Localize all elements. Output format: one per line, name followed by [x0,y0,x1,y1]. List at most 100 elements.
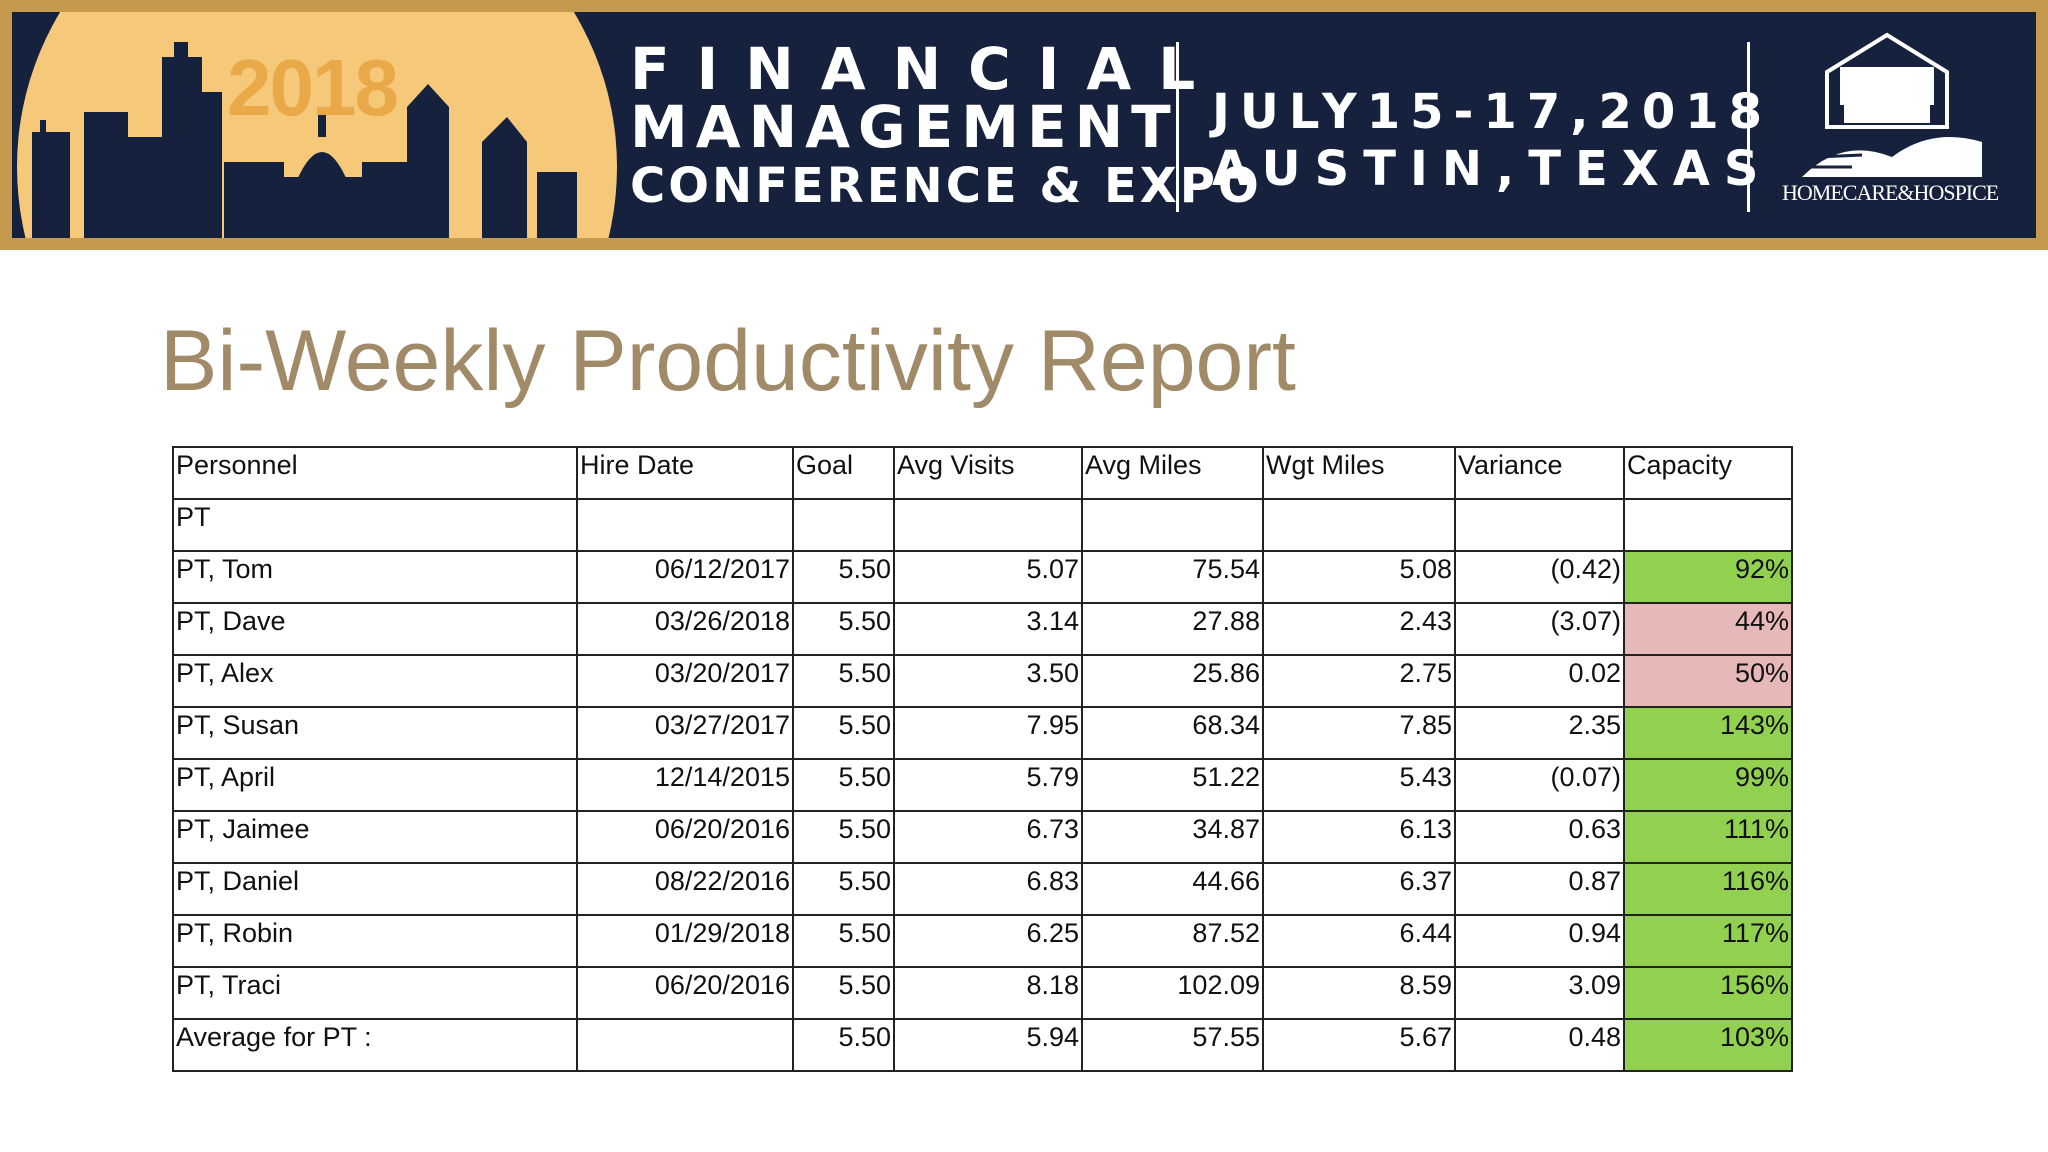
table-row: PT, April 12/14/2015 5.50 5.79 51.22 5.43 (0.0… [172,758,1793,812]
page-title: Bi-Weekly Productivity Report [160,313,1296,409]
group-label: PT [172,498,578,552]
capacity-cell: 92% [1623,550,1793,604]
table-row: PT, Traci 06/20/2016 5.50 8.18 102.09 8.59 3.0… [172,966,1793,1020]
header-personnel: Personnel [172,446,578,500]
conference-date: JULY15-17,2018 AUSTIN,TEXAS [1212,84,1772,197]
table-row: PT, Daniel 08/22/2016 5.50 6.83 44.66 6.37 0.8… [172,862,1793,916]
variance-cell: (0.42) [1454,550,1625,604]
goal-cell: 5.50 [792,758,895,812]
goal-cell: 5.50 [792,654,895,708]
hire-date-cell: 03/27/2017 [576,706,794,760]
hire-date-cell [576,1018,794,1072]
avg-miles-cell: 68.34 [1081,706,1264,760]
avg-visits-cell: 6.25 [893,914,1083,968]
goal-cell: 5.50 [792,1018,895,1072]
table-cell [1081,498,1264,552]
wgt-miles-cell: 6.44 [1262,914,1456,968]
capacity-cell: 99% [1623,758,1793,812]
capacity-cell: 143% [1623,706,1793,760]
avg-miles-cell: 87.52 [1081,914,1264,968]
banner-divider [1747,42,1750,212]
goal-cell: 5.50 [792,706,895,760]
avg-visits-cell: 5.94 [893,1018,1083,1072]
skyline-buildings [32,42,577,238]
wgt-miles-cell: 2.75 [1262,654,1456,708]
avg-miles-cell: 75.54 [1081,550,1264,604]
productivity-table: Personnel Hire Date Goal Avg Visits Avg … [172,446,1793,1072]
avg-miles-cell: 34.87 [1081,810,1264,864]
variance-cell: 0.02 [1454,654,1625,708]
capacity-cell: 156% [1623,966,1793,1020]
header-wgt-miles: Wgt Miles [1262,446,1456,500]
capacity-cell: 111% [1623,810,1793,864]
variance-cell: 0.94 [1454,914,1625,968]
wgt-miles-cell: 5.08 [1262,550,1456,604]
capacity-cell: 116% [1623,862,1793,916]
goal-cell: 5.50 [792,550,895,604]
avg-visits-cell: 8.18 [893,966,1083,1020]
personnel-cell: PT, April [172,758,578,812]
logo-caption: HOMECARE&HOSPICE [1782,180,1999,205]
variance-cell: 2.35 [1454,706,1625,760]
avg-miles-cell: 57.55 [1081,1018,1264,1072]
avg-visits-cell: 7.95 [893,706,1083,760]
table-row: PT, Jaimee 06/20/2016 5.50 6.73 34.87 6.13 0.6… [172,810,1793,864]
personnel-cell: PT, Jaimee [172,810,578,864]
header-variance: Variance [1454,446,1625,500]
wgt-miles-cell: 6.37 [1262,862,1456,916]
avg-miles-cell: 102.09 [1081,966,1264,1020]
table-cell [792,498,895,552]
capacity-cell: 117% [1623,914,1793,968]
hire-date-cell: 03/26/2018 [576,602,794,656]
average-row: Average for PT : 5.50 5.94 57.55 5.67 0.48 103… [172,1018,1793,1072]
capacity-cell: 103% [1623,1018,1793,1072]
wgt-miles-cell: 5.67 [1262,1018,1456,1072]
banner-divider [1176,42,1179,212]
conference-dates: JULY15-17,2018 [1212,84,1773,140]
avg-miles-cell: 51.22 [1081,758,1264,812]
table-cell [576,498,794,552]
group-row: PT [172,498,1793,552]
hire-date-cell: 06/20/2016 [576,810,794,864]
variance-cell: 0.63 [1454,810,1625,864]
variance-cell: 3.09 [1454,966,1625,1020]
hire-date-cell: 12/14/2015 [576,758,794,812]
banner-year: 2018 [227,43,399,132]
variance-cell: 0.48 [1454,1018,1625,1072]
table-cell [1623,498,1793,552]
austin-skyline-graphic [17,12,617,238]
avg-visits-cell: 6.73 [893,810,1083,864]
table-row: PT, Robin 01/29/2018 5.50 6.25 87.52 6.44 0.94… [172,914,1793,968]
avg-miles-cell: 44.66 [1081,862,1264,916]
capacity-cell: 44% [1623,602,1793,656]
wgt-miles-cell: 7.85 [1262,706,1456,760]
conference-title-line1: FINANCIAL [630,35,1223,103]
personnel-cell: Average for PT : [172,1018,578,1072]
avg-visits-cell: 5.07 [893,550,1083,604]
variance-cell: 0.87 [1454,862,1625,916]
goal-cell: 5.50 [792,810,895,864]
personnel-cell: PT, Traci [172,966,578,1020]
wgt-miles-cell: 2.43 [1262,602,1456,656]
header-capacity: Capacity [1623,446,1793,500]
wgt-miles-cell: 6.13 [1262,810,1456,864]
table-cell [1454,498,1625,552]
table-row: PT, Dave 03/26/2018 5.50 3.14 27.88 2.43 (3.07… [172,602,1793,656]
table-cell [1262,498,1456,552]
personnel-cell: PT, Susan [172,706,578,760]
hire-date-cell: 01/29/2018 [576,914,794,968]
personnel-cell: PT, Daniel [172,862,578,916]
table-cell [893,498,1083,552]
variance-cell: (3.07) [1454,602,1625,656]
avg-visits-cell: 6.83 [893,862,1083,916]
capacity-cell: 50% [1623,654,1793,708]
conference-title-line2: MANAGEMENT [630,93,1179,161]
avg-visits-cell: 3.50 [893,654,1083,708]
header-avg-visits: Avg Visits [893,446,1083,500]
conference-title-line3: CONFERENCE & EXPO [630,158,1262,214]
table-row: PT, Susan 03/27/2017 5.50 7.95 68.34 7.85 2.35… [172,706,1793,760]
avg-visits-cell: 5.79 [893,758,1083,812]
goal-cell: 5.50 [792,914,895,968]
wgt-miles-cell: 8.59 [1262,966,1456,1020]
avg-visits-cell: 3.14 [893,602,1083,656]
